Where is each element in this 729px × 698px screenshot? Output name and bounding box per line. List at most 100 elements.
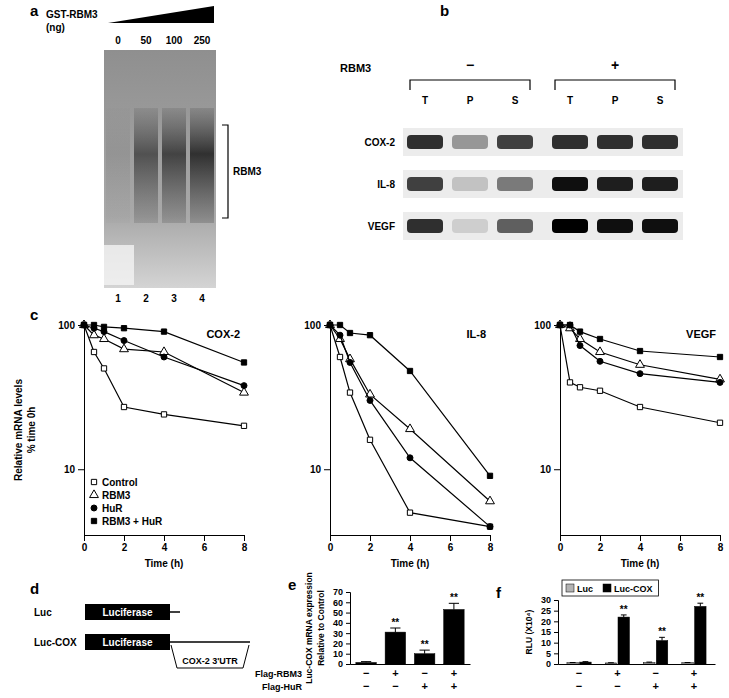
axis-line <box>351 664 471 665</box>
legend: LucLuc-COX <box>562 580 659 596</box>
legend-symbol <box>91 479 96 484</box>
marker <box>91 349 96 354</box>
bar <box>356 662 376 664</box>
significance: ** <box>696 592 704 603</box>
legend-symbol <box>91 518 96 523</box>
tick-mark <box>84 535 85 541</box>
y-axis: 051015202530 <box>541 595 559 669</box>
figure: aGST-RBM3(ng)0501002501234RBM3bRBM3−TPS+… <box>0 0 729 698</box>
bar <box>444 609 464 664</box>
condition-sign: − <box>614 680 620 692</box>
marker <box>567 380 572 385</box>
tick-label: 25 <box>541 606 551 616</box>
error-bar <box>449 603 459 609</box>
utr-line <box>170 641 250 643</box>
row-label: VEGF <box>368 221 395 232</box>
tick-label: 2 <box>368 542 374 553</box>
marker <box>406 424 415 432</box>
tick-mark <box>410 535 411 541</box>
blot-strip <box>403 212 683 240</box>
marker <box>120 344 129 352</box>
y-axis: 10100 <box>304 320 330 536</box>
lane-label: T <box>422 95 428 106</box>
band <box>407 219 443 233</box>
tick-label: 50 <box>333 608 343 618</box>
axis-title: Time (h) <box>391 558 430 569</box>
lane-number: 4 <box>199 293 205 304</box>
marker <box>596 347 605 355</box>
lane-label: S <box>512 95 519 106</box>
series-line <box>560 325 720 357</box>
tick-label: 6 <box>202 542 208 553</box>
axis-title: % time 0h <box>26 407 37 454</box>
gel-smear <box>162 108 186 223</box>
tick: 4 <box>408 535 414 553</box>
marker <box>347 390 352 395</box>
condition-sign: + <box>691 680 697 692</box>
tick: 10 <box>64 464 84 475</box>
tick: 100 <box>304 320 330 331</box>
group-bracket <box>555 80 675 90</box>
tick: 100 <box>58 320 84 331</box>
blot-strip <box>403 128 683 156</box>
panel-label: c <box>30 306 38 323</box>
bar <box>385 632 405 664</box>
axis-title: RLU (X10⁴) <box>524 609 534 654</box>
lane-number: 3 <box>171 293 177 304</box>
marker <box>407 455 413 461</box>
marker <box>367 333 372 338</box>
bar <box>656 641 667 664</box>
error-bar <box>608 662 614 663</box>
box-label: Luciferase <box>102 607 152 618</box>
panel-label: b <box>440 2 449 19</box>
tick-label: 6 <box>678 542 684 553</box>
wedge <box>108 6 214 23</box>
panel-b: bRBM3−TPS+TPSCOX-2IL-8VEGF <box>340 2 683 240</box>
marker <box>407 368 412 373</box>
significance: ** <box>450 592 458 603</box>
marker <box>567 322 573 328</box>
y-axis: 10 100 <box>58 320 84 536</box>
marker <box>241 423 246 428</box>
marker <box>577 385 582 390</box>
tick-mark <box>346 602 350 603</box>
chart-title: VEGF <box>686 328 716 340</box>
tick-mark <box>490 535 491 541</box>
legend-frame <box>562 580 659 596</box>
gel-smear <box>134 108 158 223</box>
band <box>552 219 588 233</box>
plot-area <box>326 320 495 530</box>
band <box>552 177 588 191</box>
legend-label: Luc-COX <box>614 584 653 594</box>
x-axis: 02468 <box>328 535 494 553</box>
tick-label: 30 <box>541 595 551 605</box>
tick: 0 <box>546 659 558 669</box>
tick: 10 <box>333 649 350 659</box>
tick: 8 <box>718 535 724 553</box>
marker <box>637 348 642 353</box>
marker <box>637 404 642 409</box>
tick-mark <box>78 469 84 470</box>
line-chart: 0246810100cCOX-2Time (h)Relative mRNA le… <box>13 306 248 569</box>
line-chart: 0246810100VEGFTime (h) <box>534 320 724 569</box>
condition-sign: − <box>363 680 369 692</box>
marker <box>637 371 643 377</box>
marker <box>327 322 332 327</box>
tick-label: 4 <box>408 542 414 553</box>
tick: 70 <box>333 587 350 597</box>
condition-sign: + <box>451 667 457 679</box>
marker <box>337 354 342 359</box>
construct-box <box>85 604 170 620</box>
panel-d: dLucLuciferaseLuc-COXLuciferaseCOX-2 3'U… <box>30 580 250 668</box>
bar-chart: 051015202530fRLU (X10⁴)******−+−+−−++Luc… <box>496 580 716 692</box>
bar <box>580 662 591 664</box>
series-line <box>330 325 490 501</box>
tick-mark <box>346 633 350 634</box>
condition-sign: + <box>392 667 398 679</box>
marker <box>80 320 89 328</box>
tick: 30 <box>333 629 350 639</box>
chart-title: COX-2 <box>206 328 240 340</box>
axis-line <box>84 326 85 536</box>
error-bar <box>685 662 691 663</box>
panel-label: a <box>30 2 39 19</box>
